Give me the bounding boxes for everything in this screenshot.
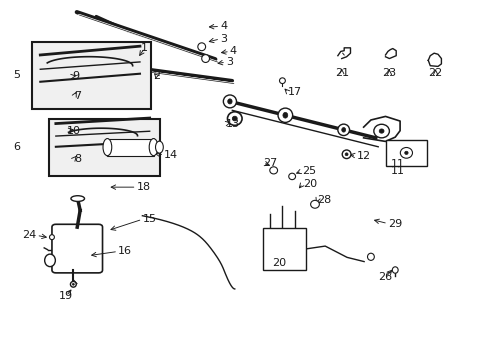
Ellipse shape	[310, 201, 319, 208]
Text: 10: 10	[67, 126, 81, 136]
Bar	[32, 42, 151, 109]
Text: 6: 6	[13, 142, 20, 152]
Ellipse shape	[72, 283, 74, 285]
Ellipse shape	[49, 235, 54, 240]
Ellipse shape	[404, 151, 407, 154]
Ellipse shape	[283, 112, 287, 118]
Text: 28: 28	[317, 195, 331, 204]
Bar	[263, 228, 305, 270]
Bar	[49, 119, 160, 176]
Text: 11: 11	[389, 159, 404, 169]
Ellipse shape	[227, 99, 232, 104]
Ellipse shape	[378, 129, 383, 133]
Text: 21: 21	[334, 68, 348, 78]
Text: 25: 25	[301, 166, 315, 176]
Ellipse shape	[341, 127, 345, 132]
Text: 2: 2	[153, 71, 160, 81]
Text: 18: 18	[136, 182, 150, 192]
Text: 27: 27	[263, 158, 277, 168]
Text: 9: 9	[72, 71, 79, 81]
Text: 3: 3	[225, 57, 233, 67]
Ellipse shape	[223, 95, 236, 108]
Ellipse shape	[337, 124, 349, 136]
Ellipse shape	[198, 43, 205, 51]
Ellipse shape	[227, 112, 242, 125]
Text: 1: 1	[141, 43, 148, 53]
Ellipse shape	[278, 108, 292, 122]
Text: 8: 8	[74, 154, 81, 163]
Text: 12: 12	[356, 151, 370, 161]
Text: 16: 16	[118, 247, 132, 256]
Text: 20: 20	[272, 258, 286, 268]
Text: 20: 20	[302, 179, 316, 189]
Bar	[385, 140, 426, 166]
Text: 4: 4	[229, 46, 237, 57]
Ellipse shape	[288, 173, 295, 180]
Text: 22: 22	[427, 68, 442, 78]
FancyBboxPatch shape	[52, 224, 102, 273]
Ellipse shape	[269, 167, 277, 174]
Text: 24: 24	[22, 230, 36, 240]
Text: 11: 11	[389, 166, 404, 176]
Text: 3: 3	[220, 34, 227, 44]
Bar	[107, 139, 153, 156]
Ellipse shape	[400, 148, 412, 158]
Text: 14: 14	[164, 150, 178, 160]
Text: 23: 23	[382, 68, 396, 78]
Ellipse shape	[345, 153, 347, 156]
Ellipse shape	[201, 55, 209, 63]
Text: 13: 13	[225, 118, 240, 129]
Ellipse shape	[149, 139, 158, 156]
Ellipse shape	[391, 267, 397, 273]
Ellipse shape	[342, 150, 350, 158]
Text: 15: 15	[142, 214, 156, 224]
Text: 19: 19	[59, 291, 73, 301]
Ellipse shape	[373, 124, 388, 138]
Ellipse shape	[44, 254, 55, 267]
Text: 29: 29	[387, 219, 401, 229]
Text: 17: 17	[287, 87, 302, 98]
Text: 7: 7	[74, 91, 81, 101]
Ellipse shape	[367, 253, 373, 260]
Ellipse shape	[103, 139, 112, 156]
Ellipse shape	[70, 282, 76, 287]
Ellipse shape	[155, 141, 163, 153]
Text: 26: 26	[378, 272, 392, 282]
Text: 4: 4	[220, 21, 227, 31]
Ellipse shape	[71, 196, 84, 202]
Ellipse shape	[279, 78, 285, 84]
Text: 5: 5	[13, 70, 20, 80]
Ellipse shape	[232, 116, 237, 121]
